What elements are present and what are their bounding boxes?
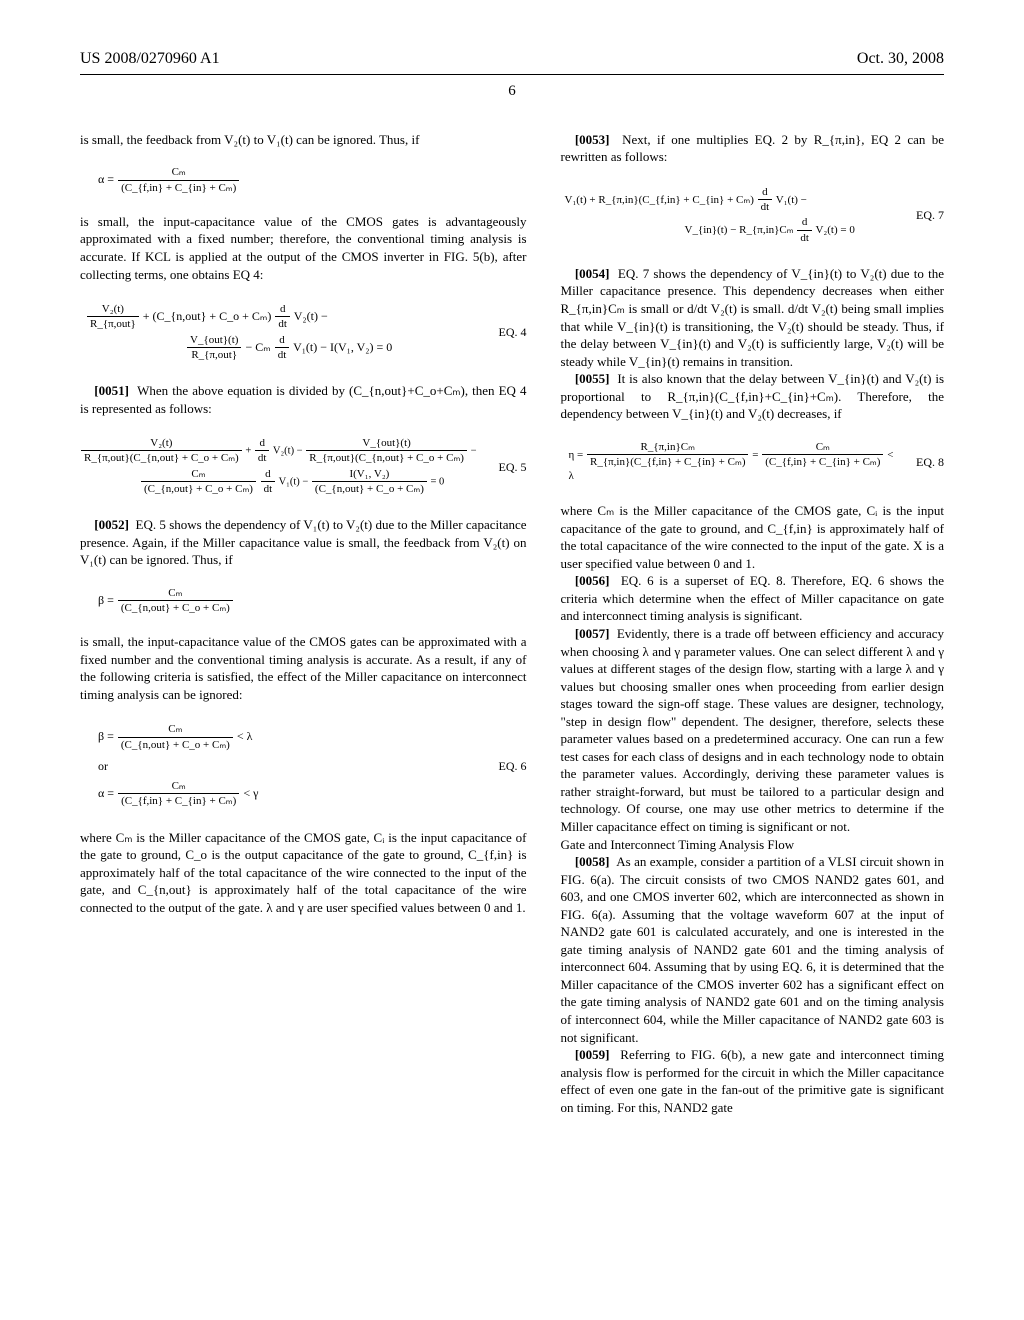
eq6: β = Cₘ(C_{n,out} + C_o + Cₘ) < λ or α = … xyxy=(98,721,527,810)
left-column: is small, the feedback from V₂(t) to V₁(… xyxy=(80,131,527,1116)
eq4-label: EQ. 4 xyxy=(477,324,527,340)
right-p7: [0058] As an example, consider a partiti… xyxy=(561,853,944,1046)
left-p4: [0052] EQ. 5 shows the dependency of V₁(… xyxy=(80,516,527,569)
right-p4: where Cₘ is the Miller capacitance of th… xyxy=(561,502,944,572)
eq-alpha: α = Cₘ (C_{f,in} + C_{in} + Cₘ) xyxy=(98,166,527,194)
eq5-label: EQ. 5 xyxy=(477,459,527,475)
publication-date: Oct. 30, 2008 xyxy=(857,48,944,70)
left-p5: is small, the input-capacitance value of… xyxy=(80,633,527,703)
right-p8: [0059] Referring to FIG. 6(b), a new gat… xyxy=(561,1046,944,1116)
right-column: [0053] Next, if one multiplies EQ. 2 by … xyxy=(561,131,944,1116)
eq8: η = R_{π,in}CₘR_{π,in}(C_{f,in} + C_{in}… xyxy=(569,441,944,484)
para-tag-0057: [0057] xyxy=(575,626,610,641)
publication-number: US 2008/0270960 A1 xyxy=(80,48,220,70)
para-tag-0055: [0055] xyxy=(575,371,610,386)
right-p2: [0054] EQ. 7 shows the dependency of V_{… xyxy=(561,265,944,370)
para-tag-0053: [0053] xyxy=(575,132,610,147)
section-title: Gate and Interconnect Timing Analysis Fl… xyxy=(561,836,944,854)
para-tag-0052: [0052] xyxy=(94,517,129,532)
eq-alpha-lhs: α = xyxy=(98,172,114,186)
para-tag-0056: [0056] xyxy=(575,573,610,588)
eq8-label: EQ. 8 xyxy=(894,454,944,470)
right-p5: [0056] EQ. 6 is a superset of EQ. 8. The… xyxy=(561,572,944,625)
eq7: V₁(t) + R_{π,in}(C_{f,in} + C_{in} + Cₘ)… xyxy=(565,184,944,247)
eq6-label: EQ. 6 xyxy=(477,758,527,774)
para-tag-0059: [0059] xyxy=(575,1047,610,1062)
eq7-label: EQ. 7 xyxy=(894,207,944,223)
left-p3: [0051] When the above equation is divide… xyxy=(80,382,527,417)
page-header: US 2008/0270960 A1 Oct. 30, 2008 xyxy=(80,48,944,75)
two-column-body: is small, the feedback from V₂(t) to V₁(… xyxy=(80,131,944,1116)
eq-beta: β = Cₘ (C_{n,out} + C_o + Cₘ) xyxy=(98,587,527,615)
right-p3: [0055] It is also known that the delay b… xyxy=(561,370,944,423)
para-tag-0054: [0054] xyxy=(575,266,610,281)
right-p6: [0057] Evidently, there is a trade off b… xyxy=(561,625,944,836)
right-p1: [0053] Next, if one multiplies EQ. 2 by … xyxy=(561,131,944,166)
para-tag-0058: [0058] xyxy=(575,854,610,869)
left-p1: is small, the feedback from V₂(t) to V₁(… xyxy=(80,131,527,149)
eq4: V₂(t)R_{π,out} + (C_{n,out} + C_o + Cₘ) … xyxy=(86,301,527,364)
patent-page: US 2008/0270960 A1 Oct. 30, 2008 6 is sm… xyxy=(0,0,1024,1320)
left-p2: is small, the input-capacitance value of… xyxy=(80,213,527,283)
eq-beta-lhs: β = xyxy=(98,593,114,607)
page-number: 6 xyxy=(80,81,944,101)
eq5: V₂(t)R_{π,out}(C_{n,out} + C_o + Cₘ) + d… xyxy=(80,435,527,498)
para-tag-0051: [0051] xyxy=(94,383,129,398)
left-p6: where Cₘ is the Miller capacitance of th… xyxy=(80,829,527,917)
